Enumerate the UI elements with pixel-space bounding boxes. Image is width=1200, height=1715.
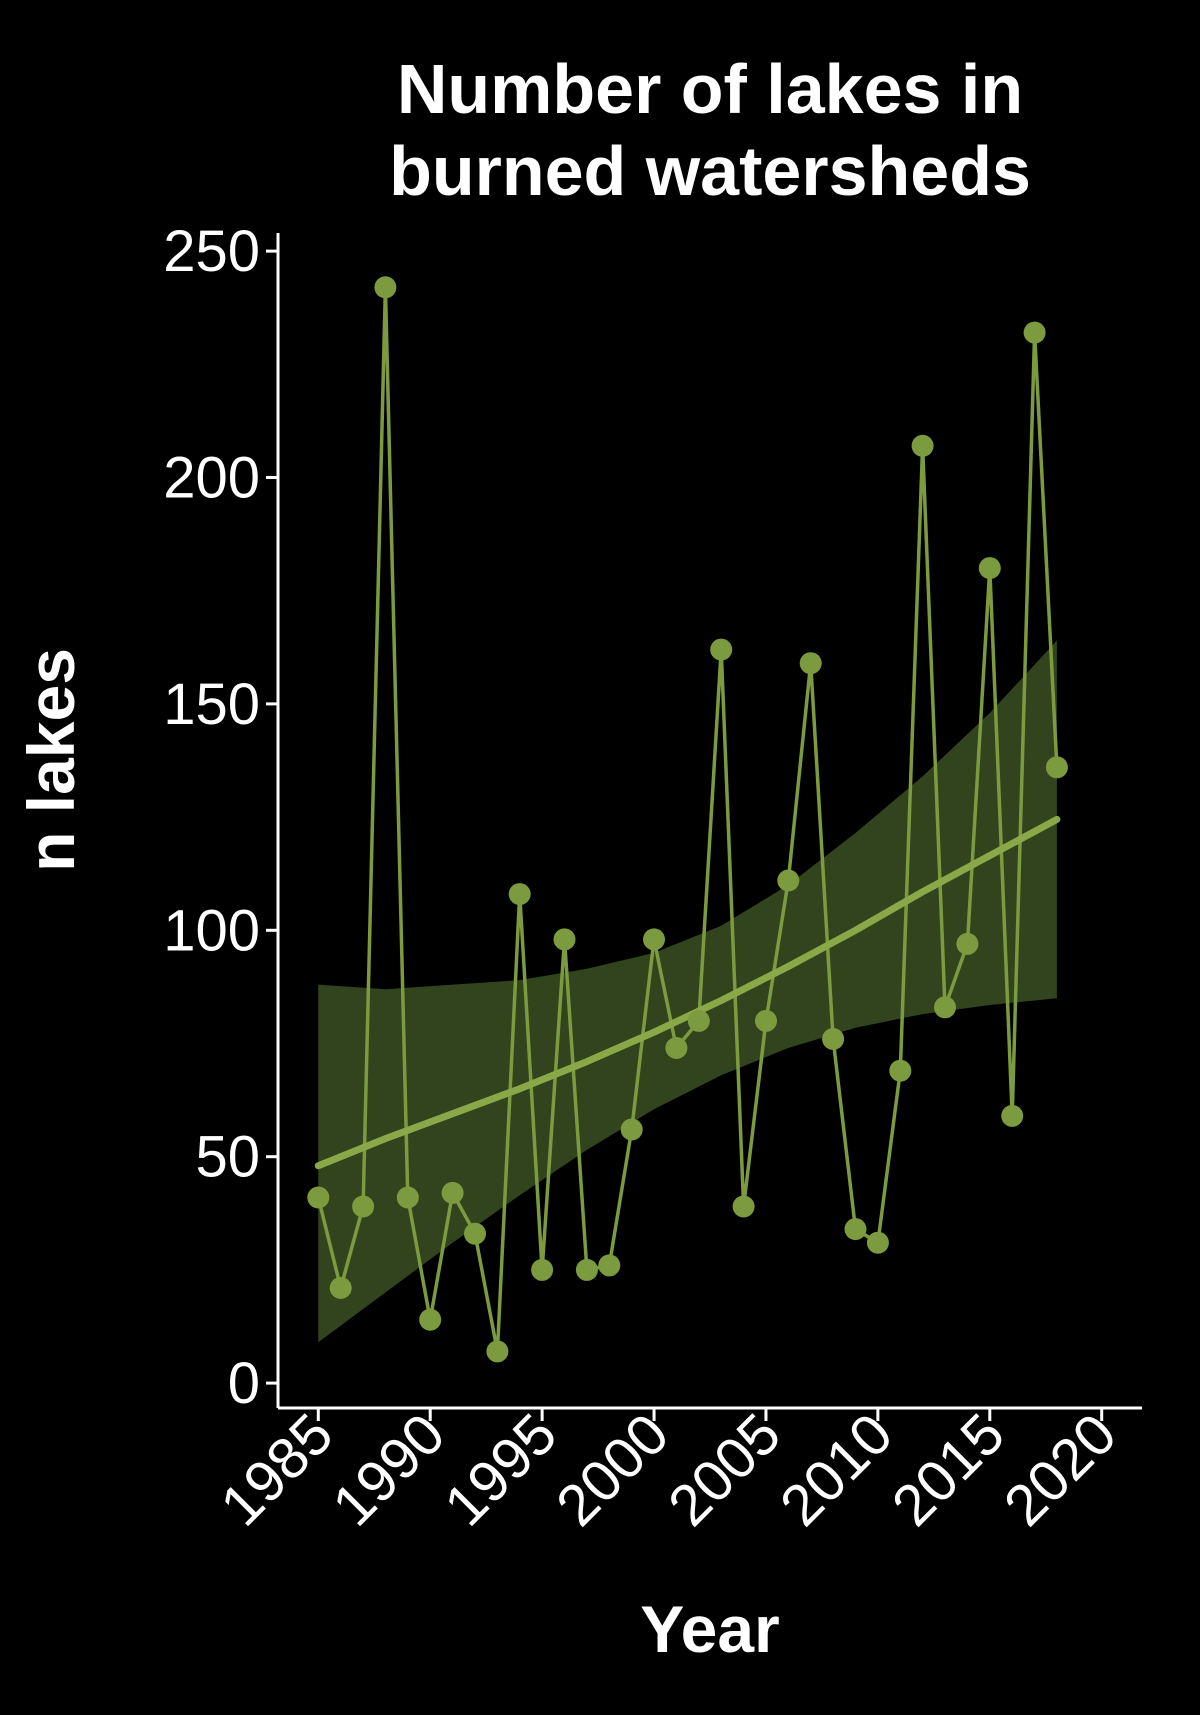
trend-line [314,815,1061,1170]
chart-title-line-2: burned watersheds [389,132,1031,210]
data-point-2005 [755,1009,777,1032]
plot-area: 0501001502002501985199019952000200520102… [163,219,1142,1538]
data-point-1992 [464,1222,486,1245]
data-point-2003 [710,638,733,661]
data-point-1993 [486,1340,509,1363]
data-point-1985 [307,1186,330,1209]
x-tick-label-2005: 2005 [656,1401,793,1538]
x-tick-label-1995: 1995 [432,1401,569,1538]
data-point-2018 [1045,756,1068,779]
data-point-2014 [956,932,979,955]
x-tick-label-2015: 2015 [880,1401,1017,1538]
data-point-2012 [911,434,934,457]
data-point-2007 [799,652,822,675]
data-point-2013 [934,996,956,1019]
x-axis-title: Year [640,1592,779,1666]
y-tick-label-250: 250 [163,219,260,284]
x-tick-label-2010: 2010 [768,1401,905,1538]
x-tick-label-2020: 2020 [992,1401,1129,1538]
data-point-1996 [553,928,576,951]
y-tick-label-50: 50 [195,1125,260,1190]
data-point-1987 [352,1195,375,1218]
data-point-2015 [978,557,1001,580]
chart-title-line-1: Number of lakes in [397,50,1023,128]
data-point-1986 [329,1277,352,1299]
x-tick-label-1990: 1990 [320,1401,457,1538]
data-point-1997 [575,1258,598,1281]
series-line [316,285,1059,1354]
data-point-1988 [374,276,397,299]
x-tick-label-1985: 1985 [208,1401,345,1538]
data-point-1991 [441,1181,464,1204]
confidence-band [318,640,1057,1343]
data-point-2002 [687,1009,710,1032]
y-tick-label-150: 150 [163,672,260,737]
data-point-1990 [419,1308,442,1331]
data-point-2004 [732,1195,755,1218]
data-point-1995 [531,1258,554,1281]
data-point-2009 [844,1218,867,1241]
data-point-1999 [620,1118,643,1141]
data-point-2001 [665,1037,688,1059]
y-tick-label-100: 100 [163,898,260,963]
data-point-2008 [822,1028,845,1050]
x-tick-label-2000: 2000 [544,1401,681,1538]
data-point-2000 [643,928,665,951]
data-point-2010 [866,1231,889,1254]
y-axis-title: n lakes [14,648,88,872]
data-point-1989 [396,1186,419,1209]
y-tick-label-200: 200 [163,446,260,511]
y-tick-label-0: 0 [228,1351,260,1416]
data-point-2016 [1001,1104,1024,1127]
data-point-2017 [1023,321,1046,344]
data-point-1994 [508,883,531,906]
data-point-2011 [889,1059,912,1082]
data-point-1998 [598,1254,621,1277]
data-point-2006 [777,869,800,892]
